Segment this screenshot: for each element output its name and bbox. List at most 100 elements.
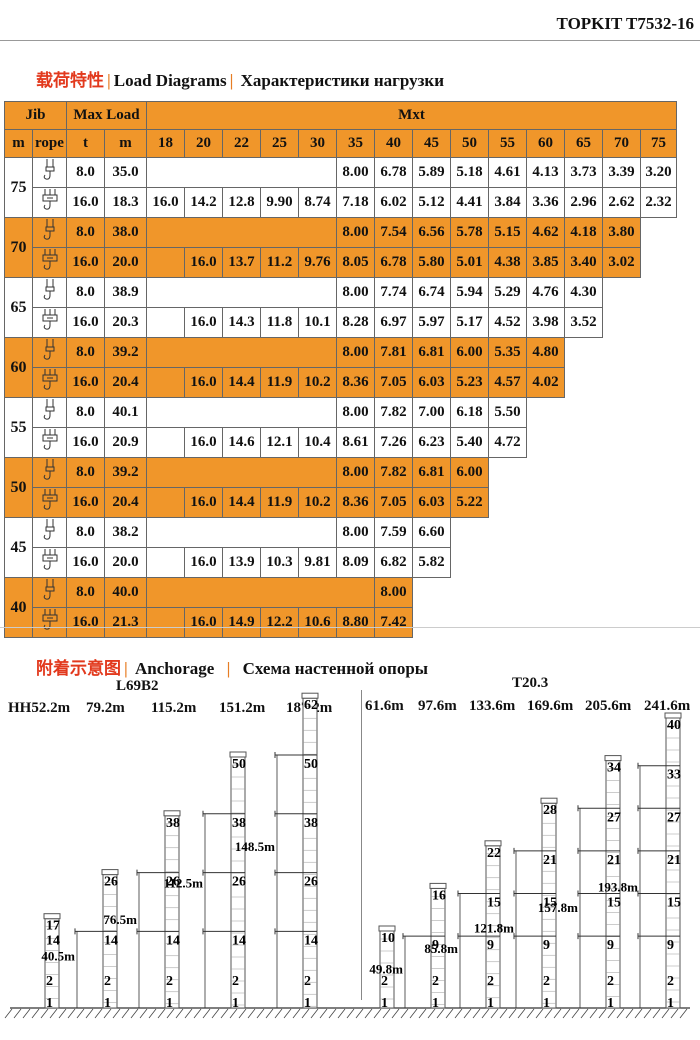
radius-header: 22 — [222, 129, 261, 158]
ground-hatch — [553, 1008, 562, 1019]
ground-hatch — [373, 1008, 382, 1019]
section-number: 50 — [232, 757, 246, 772]
right-height-3: 133.6m — [469, 698, 516, 714]
header-mxt: Mxt — [146, 101, 677, 130]
document-code: TOPKIT T7532-16 — [556, 14, 694, 33]
empty-cell — [565, 578, 603, 608]
anchor-height-label: 148.5m — [235, 839, 275, 854]
section-number: 2 — [487, 974, 494, 989]
ground-hatch — [679, 1008, 688, 1019]
load-value: 8.00 — [336, 217, 375, 248]
section-number: 1 — [104, 996, 111, 1011]
single-hook-icon — [43, 579, 54, 600]
radius-header: 25 — [260, 129, 299, 158]
section-divider — [0, 627, 700, 628]
double-hook-icon — [42, 369, 57, 390]
rope-cell — [32, 217, 67, 248]
ground-hatch — [184, 1008, 193, 1019]
load-value: 8.00 — [336, 337, 375, 368]
rope-cell — [32, 337, 67, 368]
section-number: 2 — [543, 974, 550, 989]
load-value: 10.1 — [298, 307, 337, 338]
mast-top — [43, 913, 61, 920]
max-load-t: 8.0 — [66, 217, 105, 248]
load-row: 16.0 20.4 16.0 14.4 11.9 10.2 8.36 7.05 6.03 5.22 — [5, 487, 677, 518]
ground-hatch — [499, 1008, 508, 1019]
max-load-t: 8.0 — [66, 457, 105, 488]
load-value: 7.59 — [374, 517, 413, 548]
load-value: 5.80 — [412, 247, 451, 278]
jib-length: 70 — [4, 217, 33, 278]
load-value — [146, 367, 185, 398]
section-number: 33 — [667, 768, 681, 783]
radius-header: 70 — [602, 129, 641, 158]
load-value: 5.23 — [450, 367, 489, 398]
section-number: 22 — [487, 846, 501, 861]
ground-hatch — [310, 1008, 319, 1019]
max-load-t: 8.0 — [66, 517, 105, 548]
load-value: 4.62 — [526, 217, 565, 248]
load-value — [260, 337, 299, 368]
ground-hatch — [49, 1008, 58, 1019]
load-value: 14.4 — [222, 487, 261, 518]
ground-hatch — [193, 1008, 202, 1019]
ground-hatch — [40, 1008, 49, 1019]
empty-cell — [451, 518, 489, 548]
load-value: 4.61 — [488, 157, 527, 188]
load-value — [146, 577, 185, 608]
max-load-m: 20.9 — [104, 427, 147, 458]
ground-hatch — [391, 1008, 400, 1019]
empty-cell — [451, 548, 489, 578]
empty-cell — [603, 548, 641, 578]
ground-hatch — [454, 1008, 463, 1019]
ground-hatch — [247, 1008, 256, 1019]
section-number: 9 — [487, 938, 494, 953]
load-row: 16.0 18.3 16.0 14.2 12.8 9.90 8.74 7.18 6.02 5.12… — [5, 187, 677, 218]
load-value: 14.3 — [222, 307, 261, 338]
load-value: 7.05 — [374, 487, 413, 518]
load-value: 4.30 — [564, 277, 603, 308]
load-value: 8.00 — [336, 157, 375, 188]
load-value: 10.2 — [298, 367, 337, 398]
section-number: 2 — [607, 974, 614, 989]
ground-hatch — [148, 1008, 157, 1019]
section-number: 1 — [607, 996, 614, 1011]
empty-cell — [603, 458, 641, 488]
section-number: 1 — [432, 996, 439, 1011]
load-value — [298, 277, 337, 308]
mast-top — [604, 755, 622, 762]
load-value: 7.74 — [374, 277, 413, 308]
ground-hatch — [4, 1008, 13, 1019]
max-load-t: 16.0 — [66, 487, 105, 518]
load-value — [260, 577, 299, 608]
load-value — [184, 337, 223, 368]
load-value — [298, 217, 337, 248]
load-value: 3.85 — [526, 247, 565, 278]
section-number: 1 — [304, 996, 311, 1011]
anchor-height-label: 112.5m — [164, 876, 204, 891]
section-number: 9 — [543, 938, 550, 953]
anchor-height-label: 40.5m — [41, 949, 75, 964]
load-value: 6.97 — [374, 307, 413, 338]
load-value: 6.82 — [374, 547, 413, 578]
rope-cell — [32, 457, 67, 488]
load-value: 6.81 — [412, 337, 451, 368]
ground-hatch — [445, 1008, 454, 1019]
ground-hatch — [229, 1008, 238, 1019]
load-value: 7.05 — [374, 367, 413, 398]
section-number: 21 — [667, 853, 681, 868]
load-value: 6.56 — [412, 217, 451, 248]
section-number: 1 — [46, 996, 53, 1011]
load-row: 16.0 20.0 16.0 13.9 10.3 9.81 8.09 6.82 5.82 — [5, 547, 677, 578]
empty-cell — [641, 338, 677, 368]
heading-separator: | — [229, 71, 234, 90]
max-load-t: 8.0 — [66, 577, 105, 608]
empty-cell — [603, 428, 641, 458]
anchor-height-label: 193.8m — [598, 880, 638, 895]
mast-top — [664, 712, 682, 719]
single-hook-icon — [43, 219, 54, 240]
ground-hatch — [112, 1008, 121, 1019]
ground-hatch — [616, 1008, 625, 1019]
right-height-1: 61.6m — [365, 698, 404, 714]
section-number: 2 — [104, 974, 111, 989]
